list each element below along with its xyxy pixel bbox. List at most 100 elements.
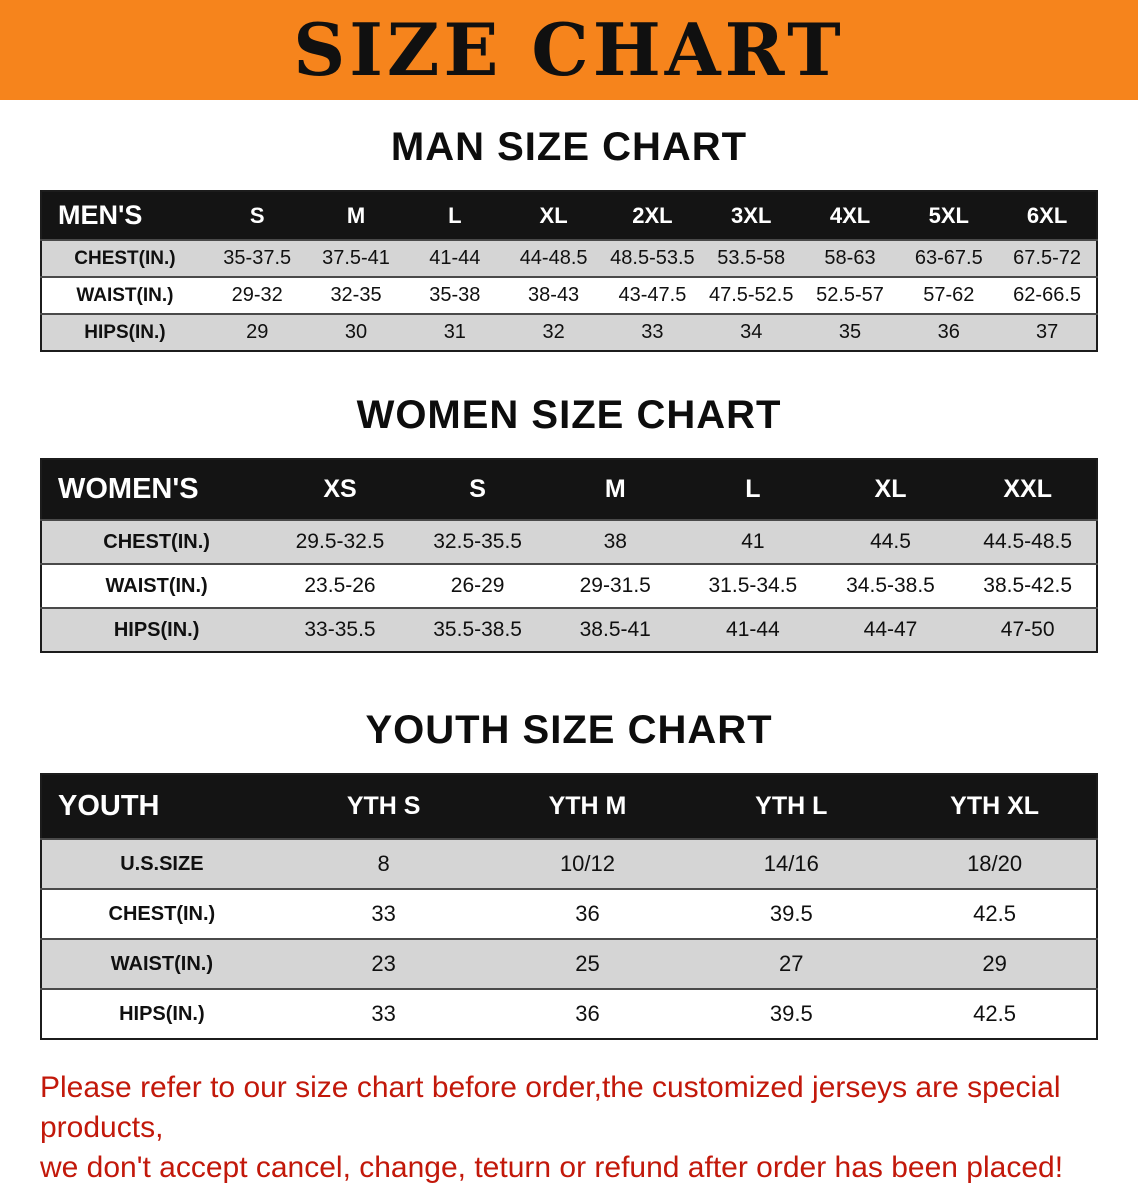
size-value: 32-35	[330, 284, 382, 306]
size-value: 47-50	[1000, 618, 1055, 641]
size-column-header: YTH L	[755, 792, 828, 820]
size-column-header: 5XL	[928, 202, 969, 228]
women-section-heading: WOMEN SIZE CHART	[356, 393, 782, 437]
size-value: 35.5-38.5	[433, 618, 522, 641]
disclaimer-line-2: we don't accept cancel, change, teturn o…	[40, 1150, 1064, 1184]
size-value: 37	[1035, 321, 1059, 343]
size-column-header: XXL	[1003, 475, 1052, 503]
size-value: 23	[371, 951, 396, 976]
size-value: 42.5	[973, 901, 1016, 926]
size-value: 29	[246, 321, 269, 343]
men-size-table: MEN'S S M L XL 2XL 3XL 4XL 5XL 6XL CHEST(IN.) 35-3…	[40, 190, 1098, 352]
disclaimer-note: Please refer to our size chart before or…	[40, 1068, 1094, 1188]
size-column-header: 4XL	[829, 202, 871, 228]
women-size-table: WOMEN'S XS S M L XL XXL CHEST(IN.) 29.5-32.5 32.…	[40, 458, 1098, 653]
size-value: 29-32	[231, 284, 283, 306]
row-label: WAIST(IN.)	[105, 574, 208, 597]
size-column-header: S	[469, 475, 486, 503]
size-column-header: L	[448, 202, 462, 228]
size-value: 23.5-26	[304, 574, 376, 597]
size-value: 41	[741, 530, 765, 553]
size-value: 47.5-52.5	[708, 284, 794, 306]
men-section-heading: MAN SIZE CHART	[390, 125, 748, 169]
size-value: 29	[982, 951, 1007, 976]
table-title-cell: WOMEN'S	[58, 473, 199, 505]
size-value: 36	[937, 321, 960, 343]
size-value: 39.5	[769, 1001, 813, 1026]
size-value: 48.5-53.5	[610, 247, 695, 269]
men-table-header-row: MEN'S S M L XL 2XL 3XL 4XL 5XL 6XL	[41, 191, 1097, 240]
size-value: 25	[575, 951, 600, 976]
size-value: 41-44	[429, 247, 481, 269]
size-value: 62-66.5	[1013, 284, 1082, 306]
size-value: 36	[575, 1001, 600, 1026]
size-value: 35-38	[429, 284, 481, 306]
size-column-header: S	[249, 202, 265, 228]
size-column-header: 3XL	[731, 202, 772, 228]
size-value: 32.5-35.5	[433, 530, 522, 553]
youth-table-body: U.S.SIZE 8 10/12 14/16 18/20 CHEST(IN.) 33 36 39…	[41, 839, 1097, 1039]
measurement-row: HIPS(IN.) 33 36 39.5 42.5	[41, 989, 1097, 1039]
youth-size-table: YOUTH YTH S YTH M YTH L YTH XL U.S.SIZE 8 10/1…	[40, 773, 1098, 1040]
measurement-row: HIPS(IN.) 33-35.5 35.5-38.5 38.5-41 41-44 44-…	[41, 608, 1097, 652]
size-value: 41-44	[726, 618, 780, 641]
size-value: 35-37.5	[223, 247, 292, 269]
size-value: 27	[779, 951, 804, 976]
size-value: 44-48.5	[519, 247, 588, 269]
size-value: 18/20	[967, 851, 1023, 876]
women-table-header-row: WOMEN'S XS S M L XL XXL	[41, 459, 1097, 520]
size-value: 38.5-42.5	[983, 574, 1073, 597]
size-value: 39.5	[769, 901, 813, 926]
size-value: 34.5-38.5	[846, 574, 935, 597]
size-column-header: YTH M	[548, 792, 627, 820]
men-size-section: MAN SIZE CHART MEN'S S M L XL 2XL 3XL 4XL 5XL 6XL…	[0, 124, 1138, 352]
size-value: 38-43	[528, 284, 580, 306]
size-value: 29.5-32.5	[295, 530, 385, 553]
measurement-row: HIPS(IN.) 29 30 31 32 33 34 35 36 37	[41, 314, 1097, 351]
row-label: CHEST(IN.)	[103, 530, 210, 553]
size-value: 67.5-72	[1013, 247, 1082, 269]
size-value: 38.5-41	[579, 618, 651, 641]
measurement-row: CHEST(IN.) 33 36 39.5 42.5	[41, 889, 1097, 939]
size-value: 26-29	[450, 574, 505, 597]
size-value: 63-67.5	[914, 247, 983, 269]
size-value: 38	[603, 530, 627, 553]
measurement-row: U.S.SIZE 8 10/12 14/16 18/20	[41, 839, 1097, 889]
row-label: HIPS(IN.)	[119, 1002, 205, 1025]
size-value: 52.5-57	[816, 284, 884, 306]
measurement-row: WAIST(IN.) 23.5-26 26-29 29-31.5 31.5-34.5 34…	[41, 564, 1097, 608]
women-table-body: CHEST(IN.) 29.5-32.5 32.5-35.5 38 41 44.5 44.5…	[41, 520, 1097, 652]
disclaimer-line-1: Please refer to our size chart before or…	[40, 1071, 1061, 1144]
size-value: 8	[377, 851, 390, 876]
row-label: CHEST(IN.)	[74, 247, 176, 269]
row-label: U.S.SIZE	[120, 852, 204, 875]
size-value: 33	[371, 901, 396, 926]
size-column-header: 2XL	[632, 202, 673, 228]
size-value: 57-62	[923, 284, 975, 306]
row-label: CHEST(IN.)	[108, 902, 216, 925]
size-value: 44.5	[870, 530, 911, 553]
size-value: 33-35.5	[304, 618, 376, 641]
row-label: WAIST(IN.)	[110, 952, 213, 975]
row-label: HIPS(IN.)	[84, 321, 166, 343]
women-size-section: WOMEN SIZE CHART WOMEN'S XS S M L XL XXL CHEST…	[0, 392, 1138, 653]
size-column-header: YTH S	[346, 792, 421, 820]
measurement-row: WAIST(IN.) 29-32 32-35 35-38 38-43 43-47.5 47.…	[41, 277, 1097, 314]
youth-size-section: YOUTH SIZE CHART YOUTH YTH S YTH M YTH L YTH…	[0, 707, 1138, 1040]
size-value: 31	[443, 321, 466, 343]
size-value: 10/12	[559, 851, 615, 876]
size-value: 33	[371, 1001, 396, 1026]
youth-section-heading: YOUTH SIZE CHART	[365, 708, 773, 752]
size-value: 37.5-41	[322, 247, 390, 269]
size-column-header: 6XL	[1026, 202, 1068, 228]
size-value: 42.5	[973, 1001, 1016, 1026]
size-value: 53.5-58	[717, 247, 786, 269]
men-table-body: CHEST(IN.) 35-37.5 37.5-41 41-44 44-48.5 48.5…	[41, 240, 1097, 351]
size-column-header: XS	[323, 475, 357, 503]
size-value: 36	[575, 901, 600, 926]
size-value: 43-47.5	[618, 284, 687, 306]
size-value: 29-31.5	[579, 574, 651, 597]
size-value: 30	[344, 321, 368, 343]
size-column-header: XL	[874, 475, 907, 503]
size-chart-banner: SIZE CHART	[0, 0, 1138, 100]
